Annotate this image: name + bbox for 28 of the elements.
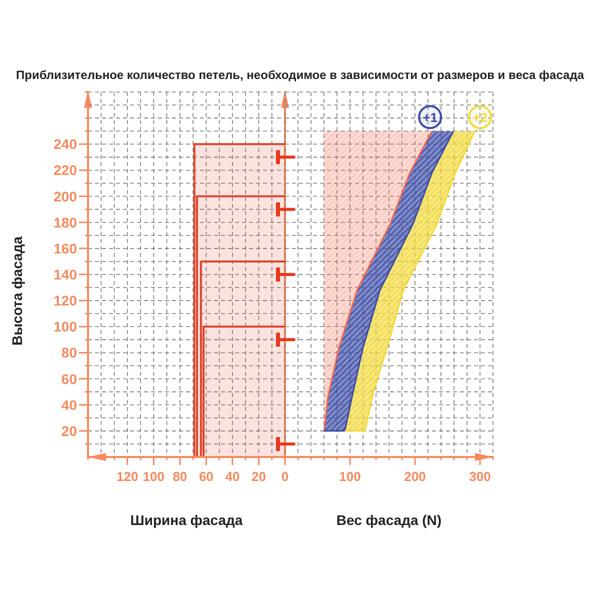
series-label: +1 (422, 110, 438, 126)
x-tick-label: 200 (404, 469, 426, 484)
y-tick-label: 140 (54, 266, 78, 282)
y-axis-title: Высота фасада (8, 235, 26, 348)
y-tick-label: 120 (54, 292, 78, 309)
x-tick-label: 40 (225, 469, 240, 484)
series-label: +2 (472, 110, 488, 126)
y-tick-label: 80 (61, 344, 78, 361)
x-tick-label: 80 (172, 469, 188, 484)
chart-title: Приблизительное количество петель, необходимое в зависимости от размеров и веса фасада (14, 67, 586, 83)
y-tick-label: 40 (61, 396, 78, 413)
x-tick-label: 0 (281, 469, 289, 484)
y-tick-label: 20 (61, 422, 78, 439)
x-axis-title: Вес фасада (N) (335, 511, 443, 529)
x-tick-label: 300 (469, 469, 491, 484)
y-tick-label: 100 (54, 318, 78, 335)
y-tick-label: 200 (54, 188, 78, 204)
y-tick-label: 220 (54, 162, 78, 178)
x-tick-label: 120 (116, 469, 138, 484)
y-tick-label: 160 (54, 240, 78, 256)
x-axis-title: Ширина фасада (129, 511, 244, 529)
x-tick-label: 60 (198, 469, 214, 484)
x-tick-label: 20 (252, 469, 266, 484)
y-tick-label: 180 (54, 214, 78, 230)
x-tick-label: 100 (339, 469, 361, 484)
y-tick-label: 240 (54, 136, 78, 152)
x-tick-label: 100 (142, 469, 165, 484)
y-tick-label: 60 (61, 370, 78, 387)
